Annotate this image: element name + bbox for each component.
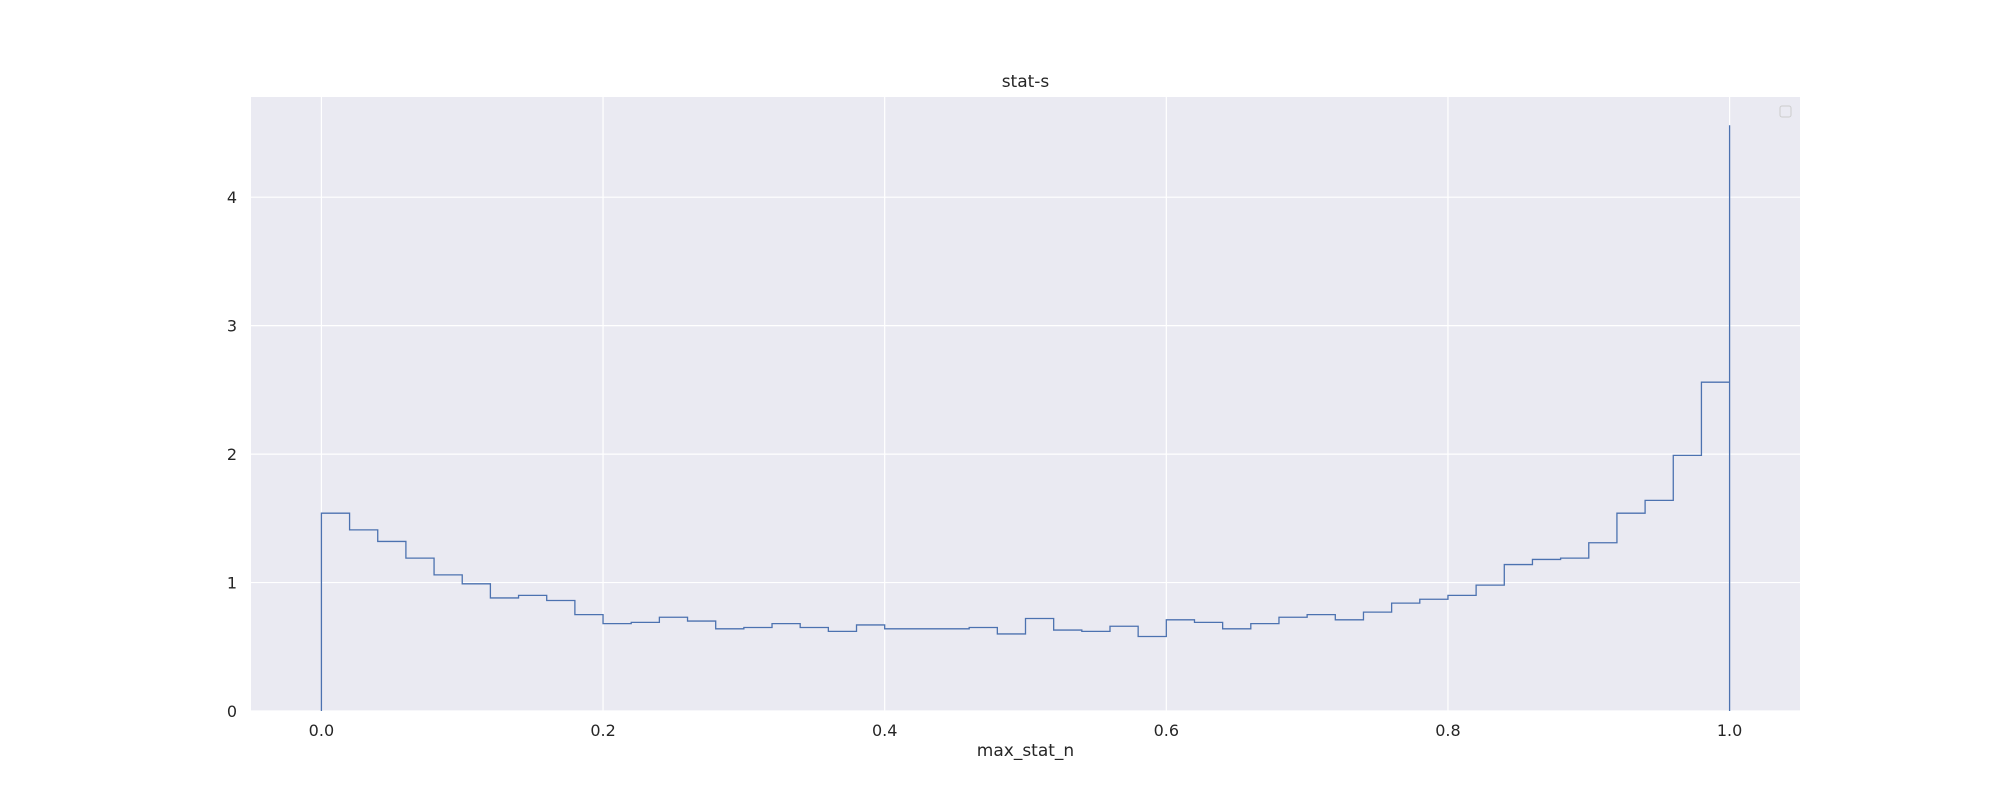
x-tick-label: 0.0 [309,721,334,740]
plot-area [251,97,1800,711]
y-tick-label: 0 [227,702,237,721]
x-axis-label: max_stat_n [977,741,1074,761]
grid-lines [251,97,1800,712]
y-tick-label: 1 [227,574,237,593]
x-tick-label: 0.2 [590,721,615,740]
x-tick-label: 0.6 [1154,721,1179,740]
chart-title: stat-s [1002,72,1050,92]
x-tick-label: 0.8 [1435,721,1460,740]
y-tick-label: 2 [227,445,237,464]
tick-labels: 0.0 0.2 0.4 0.6 0.8 1.0 0 1 2 3 4 [227,188,1743,740]
x-tick-label: 0.4 [872,721,897,740]
histogram-step-line [320,125,1731,711]
y-tick-label: 4 [227,188,237,207]
y-tick-label: 3 [227,317,237,336]
x-tick-label: 1.0 [1717,721,1742,740]
legend-box [1779,105,1792,118]
